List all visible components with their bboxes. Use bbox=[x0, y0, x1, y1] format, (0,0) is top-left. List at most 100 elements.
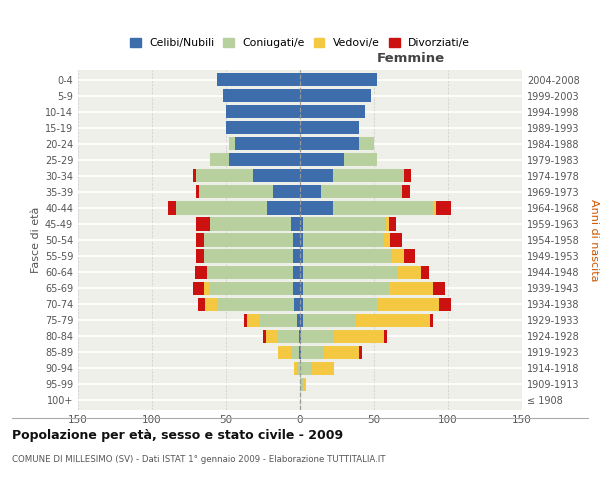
Bar bbox=[217, 73, 300, 86]
Bar bbox=[199, 186, 274, 198]
Bar bbox=[297, 362, 300, 375]
Bar bbox=[332, 170, 404, 182]
Bar bbox=[229, 137, 235, 150]
Bar bbox=[303, 218, 386, 230]
Bar bbox=[196, 250, 204, 262]
Bar bbox=[377, 298, 439, 310]
Bar bbox=[303, 378, 306, 391]
Y-axis label: Anni di nascita: Anni di nascita bbox=[589, 198, 599, 281]
Bar bbox=[293, 250, 300, 262]
Bar bbox=[300, 121, 359, 134]
Bar bbox=[430, 314, 433, 327]
Bar bbox=[303, 314, 356, 327]
Bar bbox=[300, 153, 344, 166]
Bar bbox=[312, 362, 334, 375]
Bar bbox=[195, 266, 207, 278]
Bar bbox=[303, 234, 385, 246]
Bar bbox=[436, 202, 451, 214]
Bar bbox=[196, 234, 204, 246]
Y-axis label: Fasce di età: Fasce di età bbox=[31, 207, 41, 273]
Bar bbox=[299, 346, 300, 359]
Bar bbox=[196, 186, 199, 198]
Bar bbox=[300, 250, 303, 262]
Bar bbox=[293, 282, 300, 294]
Bar bbox=[226, 121, 300, 134]
Bar bbox=[359, 137, 374, 150]
Bar bbox=[268, 202, 300, 214]
Bar bbox=[300, 266, 303, 278]
Bar bbox=[390, 234, 402, 246]
Bar bbox=[301, 346, 323, 359]
Bar bbox=[300, 137, 359, 150]
Bar bbox=[168, 202, 176, 214]
Bar bbox=[217, 298, 294, 310]
Bar bbox=[210, 282, 293, 294]
Bar bbox=[244, 314, 247, 327]
Bar bbox=[359, 346, 362, 359]
Bar bbox=[274, 186, 300, 198]
Bar bbox=[204, 234, 293, 246]
Bar bbox=[433, 202, 436, 214]
Bar bbox=[293, 234, 300, 246]
Bar bbox=[404, 250, 415, 262]
Bar bbox=[205, 298, 217, 310]
Bar bbox=[247, 314, 260, 327]
Bar bbox=[300, 362, 312, 375]
Bar bbox=[294, 362, 297, 375]
Bar bbox=[301, 330, 334, 343]
Text: Popolazione per età, sesso e stato civile - 2009: Popolazione per età, sesso e stato civil… bbox=[12, 430, 343, 442]
Bar bbox=[303, 298, 377, 310]
Bar bbox=[266, 330, 278, 343]
Bar bbox=[404, 170, 411, 182]
Bar bbox=[385, 234, 390, 246]
Bar bbox=[204, 250, 293, 262]
Bar bbox=[389, 282, 433, 294]
Legend: Celibi/Nubili, Coniugati/e, Vedovi/e, Divorziati/e: Celibi/Nubili, Coniugati/e, Vedovi/e, Di… bbox=[130, 38, 470, 48]
Bar bbox=[226, 105, 300, 118]
Bar bbox=[303, 250, 392, 262]
Bar bbox=[210, 218, 291, 230]
Bar bbox=[263, 330, 266, 343]
Bar bbox=[210, 153, 229, 166]
Bar bbox=[303, 282, 389, 294]
Bar bbox=[196, 170, 253, 182]
Text: Femmine: Femmine bbox=[377, 52, 445, 65]
Bar bbox=[300, 170, 332, 182]
Bar bbox=[223, 89, 300, 102]
Bar bbox=[300, 346, 301, 359]
Bar bbox=[300, 234, 303, 246]
Bar bbox=[300, 186, 321, 198]
Bar bbox=[323, 346, 359, 359]
Bar bbox=[229, 153, 300, 166]
Bar bbox=[334, 330, 385, 343]
Bar bbox=[235, 137, 300, 150]
Bar bbox=[344, 153, 377, 166]
Bar bbox=[291, 346, 299, 359]
Bar bbox=[278, 346, 291, 359]
Bar bbox=[300, 298, 303, 310]
Bar bbox=[300, 218, 303, 230]
Bar bbox=[300, 330, 301, 343]
Bar bbox=[385, 330, 388, 343]
Bar bbox=[433, 282, 445, 294]
Bar bbox=[300, 89, 371, 102]
Bar bbox=[293, 266, 300, 278]
Bar bbox=[253, 170, 300, 182]
Bar bbox=[386, 218, 389, 230]
Bar bbox=[300, 73, 377, 86]
Bar bbox=[299, 330, 300, 343]
Bar bbox=[398, 266, 421, 278]
Bar bbox=[260, 314, 297, 327]
Text: COMUNE DI MILLESIMO (SV) - Dati ISTAT 1° gennaio 2009 - Elaborazione TUTTITALIA.: COMUNE DI MILLESIMO (SV) - Dati ISTAT 1°… bbox=[12, 455, 386, 464]
Bar bbox=[421, 266, 429, 278]
Bar bbox=[439, 298, 451, 310]
Bar bbox=[297, 314, 300, 327]
Bar bbox=[332, 202, 433, 214]
Bar bbox=[207, 266, 293, 278]
Bar bbox=[193, 282, 204, 294]
Bar bbox=[356, 314, 430, 327]
Bar bbox=[193, 170, 196, 182]
Bar bbox=[294, 298, 300, 310]
Bar bbox=[300, 378, 303, 391]
Bar bbox=[204, 282, 210, 294]
